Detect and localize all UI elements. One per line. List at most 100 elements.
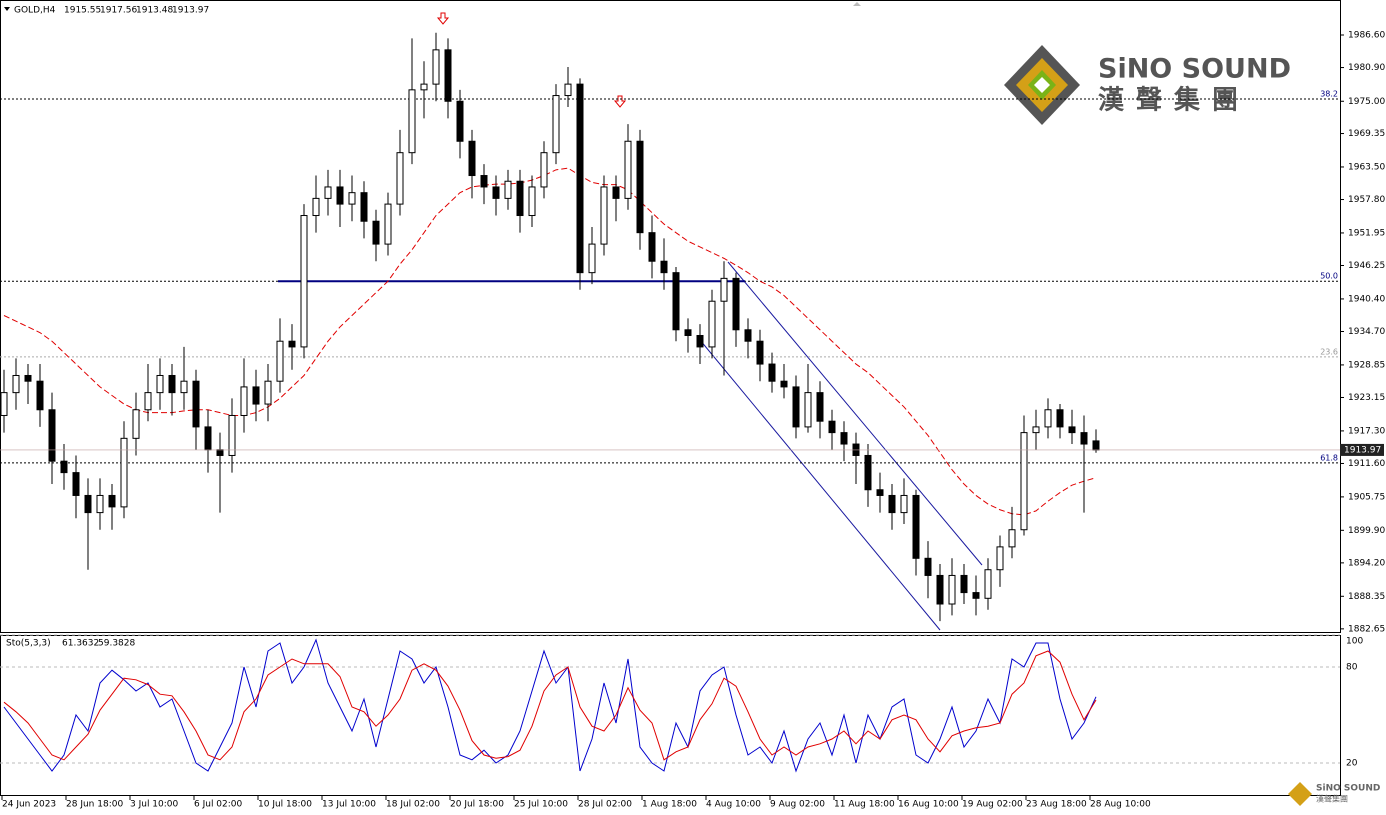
- moving-average: [3, 167, 1097, 516]
- x-tick-label: 16 Aug 10:00: [898, 800, 959, 810]
- candle-body: [84, 494, 92, 514]
- candle-body: [12, 374, 20, 394]
- price-tag-label: 1913.97: [1344, 445, 1381, 455]
- candle-body: [636, 140, 644, 234]
- candle-body: [96, 494, 104, 514]
- small-logo: [1288, 782, 1312, 806]
- y-tick-label: 20: [1346, 759, 1358, 769]
- y-tick-label: 1911.60: [1348, 459, 1385, 469]
- candle-body: [432, 49, 440, 85]
- stoch-title: Sto(5,3,3): [6, 639, 51, 649]
- candle-body: [888, 494, 896, 514]
- candle-body: [360, 192, 368, 222]
- candle-body: [48, 409, 56, 462]
- x-tick-label: 23 Aug 18:00: [1026, 800, 1087, 810]
- candle-body: [1008, 529, 1016, 548]
- y-tick-label: 1934.70: [1348, 327, 1385, 337]
- candle-body: [840, 432, 848, 445]
- candle-body: [864, 454, 872, 491]
- candle-body: [564, 83, 572, 97]
- candle-body: [1080, 432, 1088, 445]
- candle-body: [336, 186, 344, 205]
- candle-body: [672, 272, 680, 331]
- candle-body: [168, 374, 176, 394]
- candle-body: [1044, 409, 1052, 428]
- candle-body: [180, 380, 188, 394]
- candle-body: [912, 494, 920, 559]
- candle-body: [1020, 432, 1028, 531]
- fib-label: 61.8: [1320, 453, 1338, 462]
- candle-body: [420, 83, 428, 91]
- small-logo-chinese: 漢聲集團: [1316, 794, 1348, 804]
- candle-body: [384, 203, 392, 245]
- y-tick-label: 1957.80: [1348, 195, 1385, 205]
- x-tick-label: 3 Jul 10:00: [130, 800, 179, 810]
- x-tick-label: 25 Jul 10:00: [514, 800, 568, 810]
- candle-body: [228, 414, 236, 456]
- candle-body: [444, 49, 452, 102]
- candle-body: [528, 186, 536, 217]
- candle-body: [396, 152, 404, 205]
- y-tick-label: 1980.90: [1348, 63, 1385, 73]
- x-tick-label: 6 Jul 02:00: [194, 800, 243, 810]
- y-tick-label: 1923.15: [1348, 393, 1385, 403]
- candle-body: [960, 574, 968, 594]
- candle-body: [108, 494, 116, 508]
- candle-body: [1068, 426, 1076, 434]
- price-tag: [1340, 443, 1384, 456]
- candle-body: [768, 363, 776, 382]
- candle-body: [120, 437, 128, 508]
- candle-body: [324, 186, 332, 199]
- symbol-title: GOLD,H4: [14, 6, 56, 16]
- y-tick-label: 80: [1346, 663, 1358, 673]
- candle-body: [720, 277, 728, 302]
- candle-body: [624, 140, 632, 199]
- candle-body: [252, 386, 260, 405]
- ohlc-low: 1913.48: [136, 6, 173, 16]
- candle-body: [312, 197, 320, 217]
- candle-body: [408, 89, 416, 154]
- y-tick-label: 1894.20: [1348, 558, 1385, 568]
- stoch-line: [3, 650, 1097, 761]
- x-tick-label: 11 Aug 18:00: [834, 800, 895, 810]
- y-tick-label: 1917.30: [1348, 426, 1385, 436]
- candle-body: [648, 232, 656, 262]
- y-tick-label: 100: [1346, 637, 1363, 647]
- y-tick-label: 1946.25: [1348, 261, 1385, 271]
- candle-body: [708, 300, 716, 348]
- candle-body: [552, 95, 560, 154]
- candle-body: [804, 392, 812, 428]
- candle-body: [792, 386, 800, 428]
- ohlc-close: 1913.97: [172, 6, 209, 16]
- candle-body: [480, 175, 488, 188]
- x-tick-label: 20 Jul 18:00: [450, 800, 504, 810]
- candle-body: [132, 409, 140, 439]
- y-tick-label: 1888.35: [1348, 592, 1385, 602]
- candle-body: [612, 186, 620, 199]
- y-tick-label: 1882.65: [1348, 624, 1385, 634]
- candle-body: [780, 380, 788, 388]
- x-tick-label: 4 Aug 10:00: [706, 800, 761, 810]
- candle-body: [504, 180, 512, 199]
- candle-body: [756, 340, 764, 365]
- candle-body: [996, 546, 1004, 571]
- stoch-k-value: 61.3632: [62, 639, 99, 649]
- y-tick-label: 1951.95: [1348, 228, 1385, 238]
- small-logo-name: SiNO SOUND: [1316, 784, 1380, 794]
- shift-marker: [853, 2, 861, 6]
- candle-body: [600, 186, 608, 245]
- y-tick-label: 1899.90: [1348, 526, 1385, 536]
- candle-body: [936, 574, 944, 605]
- candle-body: [1056, 409, 1064, 428]
- candle-body: [924, 557, 932, 576]
- candle-body: [216, 449, 224, 456]
- stoch-d-value: 59.3828: [98, 639, 135, 649]
- candle-body: [192, 380, 200, 428]
- y-tick-label: 1969.35: [1348, 129, 1385, 139]
- logo-name: SiNO SOUND: [1098, 54, 1291, 85]
- y-tick-label: 1928.85: [1348, 360, 1385, 370]
- candle-body: [156, 374, 164, 394]
- candle-body: [732, 277, 740, 331]
- y-tick-label: 1975.00: [1348, 97, 1385, 107]
